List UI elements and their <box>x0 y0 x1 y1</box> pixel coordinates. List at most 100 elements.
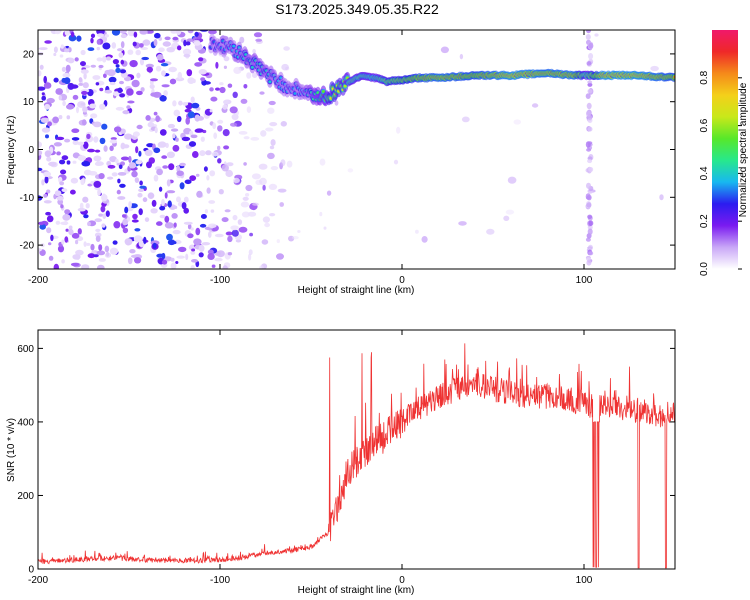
spectrogram-cell <box>59 159 66 165</box>
spectrogram-cell <box>172 36 179 41</box>
spectrogram-cell <box>110 137 117 141</box>
spectrogram-cell <box>175 137 179 142</box>
spectrogram-cell <box>50 234 54 241</box>
spectrogram-cell <box>58 115 63 120</box>
spectrogram-cell <box>104 34 110 38</box>
spectrogram-cell <box>191 102 200 109</box>
spectrogram-cell <box>60 169 67 175</box>
spectrogram-cell <box>176 115 182 123</box>
spectrogram-cell <box>194 62 203 67</box>
spectrogram-cell <box>93 254 99 258</box>
spectrogram-cell <box>138 188 145 192</box>
spectrogram-cell <box>60 44 64 49</box>
spectrogram-cell <box>153 174 159 182</box>
spectrogram-cell <box>43 193 48 198</box>
spectrogram-cell <box>46 189 51 194</box>
spectrogram-cell <box>178 246 187 253</box>
spectrogram-cell <box>248 253 252 261</box>
spectrogram-cell <box>486 228 495 235</box>
spectrogram-cell <box>232 44 236 48</box>
spectrogram-cell <box>588 42 594 49</box>
spectrogram-cell <box>223 56 230 62</box>
spectrogram-cell <box>243 136 250 140</box>
spectrogram-cell <box>78 77 83 83</box>
spectrogram-cell <box>120 156 130 161</box>
spectrogram-cell <box>80 178 85 185</box>
spectrogram-cell <box>208 231 212 238</box>
spectrogram-cell <box>136 90 143 96</box>
spectrogram-cell <box>138 208 143 216</box>
spectrogram-cell <box>90 113 98 119</box>
x-tick-label: -100 <box>210 275 230 286</box>
spectrogram-cell <box>52 116 59 124</box>
spectrogram-cell <box>139 185 147 189</box>
spectrogram-cell <box>587 80 593 84</box>
spectrogram-cell <box>219 86 226 94</box>
snr-series <box>38 343 675 569</box>
spectrogram-cell <box>155 65 162 72</box>
spectrogram-cell <box>115 67 121 74</box>
spectrogram-cell <box>77 228 82 235</box>
spectrogram-cell <box>211 264 216 268</box>
x-tick-label: -200 <box>28 275 48 286</box>
spectrogram-cell <box>82 111 87 115</box>
y-tick-label: 10 <box>23 97 35 108</box>
spectrogram-cell <box>72 254 81 260</box>
spectrogram-cell <box>207 253 215 260</box>
spectrogram-cell <box>181 136 191 142</box>
spectrogram-cell <box>145 115 151 121</box>
spectrogram-cell <box>62 73 71 78</box>
spectrogram-cell <box>62 100 66 107</box>
spectrogram-cell <box>77 141 85 146</box>
spectrogram-cell <box>659 194 664 201</box>
spectrogram-cell <box>156 253 165 258</box>
spectrogram-cell <box>245 184 253 192</box>
spectrogram-cell <box>167 123 175 129</box>
spectrogram-cell <box>71 128 80 133</box>
spectrogram-cell <box>252 202 259 206</box>
spectrogram-cell <box>106 160 112 167</box>
spectrogram-cell <box>76 35 82 42</box>
spectrogram-cell <box>106 69 116 77</box>
spectrogram-cell <box>250 66 254 69</box>
spectrogram-cell <box>214 233 224 238</box>
spectrogram-cell <box>98 244 103 251</box>
spectrogram-cell <box>347 168 354 173</box>
spectrogram-cell <box>109 156 117 163</box>
spectrogram-cell <box>280 159 286 167</box>
spectrogram-cell <box>183 207 189 214</box>
spectrogram-cell <box>393 159 399 165</box>
chart-title: S173.2025.349.05.35.R22 <box>275 1 439 17</box>
spectrogram-cell <box>61 66 66 72</box>
spectrogram-cell <box>250 137 260 141</box>
spectrogram-cell <box>76 106 79 114</box>
spectrogram-cell <box>55 220 61 225</box>
spectrogram-cell <box>195 173 200 177</box>
spectrogram-cell <box>115 158 119 164</box>
colorbar-tick-label: 0.6 <box>699 118 710 132</box>
spectrogram-cell <box>233 177 240 183</box>
spectrogram-cell <box>210 209 215 213</box>
spectrogram-cell <box>227 83 233 88</box>
spectrogram-cell <box>120 41 125 49</box>
spectrogram-cell <box>127 257 133 265</box>
spectrogram-cell <box>201 242 211 246</box>
spectrogram-cell <box>190 96 195 103</box>
spectrogram-cell <box>102 56 107 63</box>
spectrogram-cell <box>133 235 143 243</box>
spectrogram-cell <box>179 182 185 190</box>
spectrogram-cell <box>182 102 189 106</box>
spectrogram-cell <box>154 32 161 39</box>
spectrogram-cell <box>187 233 194 239</box>
spectrogram-cell <box>134 228 141 232</box>
spectrogram-cell <box>199 223 207 228</box>
spectrogram-cell <box>98 173 105 180</box>
spectrogram-cell <box>71 232 80 239</box>
spectrogram-cell <box>205 150 212 156</box>
spectrogram-cell <box>210 96 218 102</box>
spectrogram-cell <box>161 84 170 88</box>
spectrogram-cell <box>124 238 133 246</box>
spectrogram-cell <box>107 176 114 180</box>
spectrogram-cell <box>440 46 449 54</box>
